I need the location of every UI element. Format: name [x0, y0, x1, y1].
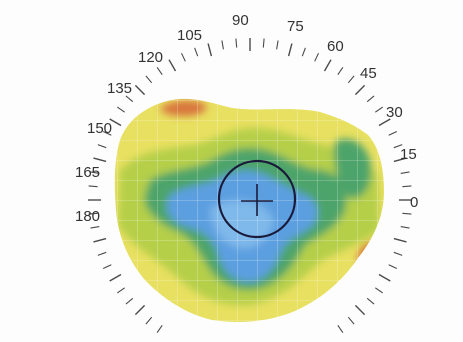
- label-0: 0: [410, 194, 418, 211]
- label-135: 135: [107, 80, 132, 97]
- tick-mark: [262, 38, 265, 48]
- label-45: 45: [360, 65, 377, 82]
- tick-mark: [109, 118, 122, 127]
- tick-mark: [388, 131, 398, 136]
- tick-mark: [366, 95, 375, 103]
- reticle: [217, 159, 297, 239]
- tick-mark: [378, 118, 391, 127]
- tick-mark: [181, 52, 186, 62]
- tick-mark: [276, 40, 279, 50]
- tick-mark: [90, 171, 100, 174]
- tick-mark: [388, 264, 398, 269]
- tick-mark: [125, 297, 134, 305]
- tick-mark: [116, 287, 126, 294]
- tick-mark: [168, 59, 177, 72]
- tick-mark: [402, 185, 412, 188]
- label-150: 150: [87, 120, 112, 137]
- tick-mark: [156, 66, 163, 76]
- label-75: 75: [287, 18, 304, 35]
- tick-mark: [374, 287, 384, 294]
- label-180: 180: [75, 208, 100, 225]
- tick-mark: [314, 52, 319, 62]
- tick-mark: [207, 43, 213, 57]
- tick-mark: [287, 43, 293, 57]
- tick-mark: [102, 264, 112, 269]
- tick-mark: [366, 297, 375, 305]
- tick-mark: [93, 157, 107, 163]
- tick-mark: [393, 144, 403, 149]
- tick-mark: [109, 273, 122, 282]
- tick-mark: [235, 38, 238, 48]
- tick-mark: [145, 75, 153, 84]
- tick-mark: [378, 273, 391, 282]
- degree-ticks: [88, 38, 412, 334]
- tick-mark: [393, 157, 407, 163]
- grid-overlay: [114, 98, 385, 322]
- tick-mark: [90, 226, 100, 229]
- tick-mark: [134, 304, 146, 316]
- label-165: 165: [75, 164, 100, 181]
- tick-mark: [97, 251, 107, 256]
- tick-mark: [354, 84, 366, 96]
- tick-mark: [354, 304, 366, 316]
- label-30: 30: [386, 104, 403, 121]
- tick-mark: [337, 324, 344, 334]
- label-15: 15: [400, 146, 417, 163]
- tick-mark: [93, 237, 107, 243]
- tick-mark: [400, 226, 410, 229]
- label-105: 105: [177, 27, 202, 44]
- tick-mark: [347, 75, 355, 84]
- tick-mark: [116, 106, 126, 113]
- tick-mark: [374, 106, 384, 113]
- tick-mark: [393, 251, 403, 256]
- tick-mark: [402, 212, 412, 215]
- tick-mark: [97, 144, 107, 149]
- tick-mark: [134, 84, 146, 96]
- tick-mark: [323, 59, 332, 72]
- tick-mark: [88, 185, 98, 188]
- tick-mark: [337, 66, 344, 76]
- tick-mark: [102, 131, 112, 136]
- tick-mark: [301, 47, 306, 57]
- tick-mark: [88, 212, 98, 215]
- tick-mark: [156, 324, 163, 334]
- tick-mark: [194, 47, 199, 57]
- tick-mark: [347, 316, 355, 325]
- tick-mark: [393, 237, 407, 243]
- label-90: 90: [232, 12, 249, 29]
- tick-mark: [400, 171, 410, 174]
- color-map: [114, 98, 385, 322]
- label-60: 60: [327, 38, 344, 55]
- label-120: 120: [138, 49, 163, 66]
- degree-labels: 90 75 60 45 30 15 0 105 120 135 150 165 …: [75, 12, 418, 225]
- tick-mark: [145, 316, 153, 325]
- tick-mark: [221, 40, 224, 50]
- center-circle: [217, 159, 297, 239]
- tick-mark: [125, 95, 134, 103]
